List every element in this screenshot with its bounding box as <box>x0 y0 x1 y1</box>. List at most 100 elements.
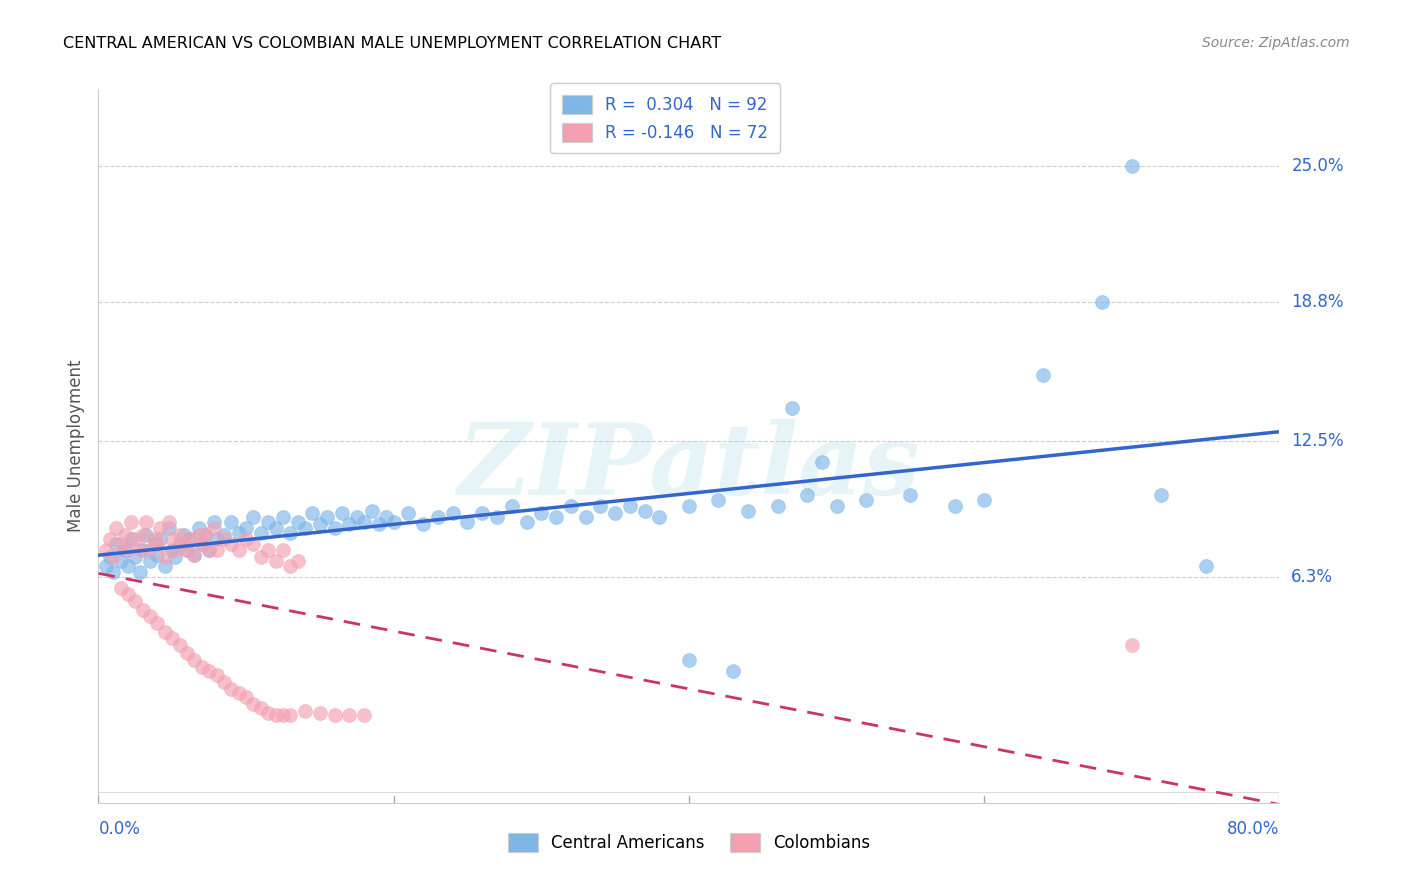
Point <box>1032 368 1054 382</box>
Point <box>339 708 361 723</box>
Point <box>103 549 125 564</box>
Point <box>782 401 804 415</box>
Point <box>169 537 191 551</box>
Point <box>339 516 361 531</box>
Point <box>157 521 180 535</box>
Point <box>176 647 198 661</box>
Point <box>323 521 346 535</box>
Point <box>634 504 657 518</box>
Point <box>98 533 121 547</box>
Text: Source: ZipAtlas.com: Source: ZipAtlas.com <box>1202 36 1350 50</box>
Point <box>973 492 995 507</box>
Point <box>146 615 169 630</box>
Point <box>228 543 250 558</box>
Point <box>153 558 176 573</box>
Point <box>114 543 136 558</box>
Text: 18.8%: 18.8% <box>1291 293 1344 311</box>
Point <box>120 515 142 529</box>
Point <box>183 548 205 562</box>
Point <box>316 510 339 524</box>
Point <box>205 543 228 558</box>
Point <box>114 528 136 542</box>
Point <box>471 506 494 520</box>
Point <box>212 528 235 542</box>
Point <box>280 525 302 540</box>
Point <box>132 602 155 616</box>
Text: 12.5%: 12.5% <box>1291 432 1344 450</box>
Text: 80.0%: 80.0% <box>1227 821 1279 838</box>
Point <box>194 528 217 542</box>
Point <box>221 537 243 551</box>
Point <box>198 664 221 678</box>
Point <box>149 533 172 547</box>
Point <box>360 504 382 518</box>
Point <box>169 528 191 542</box>
Point <box>205 533 228 547</box>
Point <box>165 549 187 564</box>
Point <box>146 537 169 551</box>
Point <box>309 706 332 720</box>
Point <box>486 510 509 524</box>
Point <box>183 653 205 667</box>
Point <box>707 492 730 507</box>
Point <box>501 500 523 514</box>
Point <box>228 686 250 700</box>
Point <box>855 492 877 507</box>
Point <box>187 521 209 535</box>
Point <box>135 515 157 529</box>
Point <box>412 516 434 531</box>
Point <box>943 500 966 514</box>
Y-axis label: Male Unemployment: Male Unemployment <box>66 359 84 533</box>
Point <box>228 525 250 540</box>
Point <box>1121 638 1143 652</box>
Point <box>110 581 132 595</box>
Point <box>648 510 671 524</box>
Point <box>323 708 346 723</box>
Point <box>723 664 745 678</box>
Point <box>153 624 176 639</box>
Point <box>619 500 641 514</box>
Point <box>257 515 280 529</box>
Point <box>221 681 243 696</box>
Point <box>575 510 598 524</box>
Point <box>235 521 257 535</box>
Point <box>287 554 309 568</box>
Point <box>1150 488 1173 502</box>
Point <box>179 533 201 547</box>
Point <box>162 533 183 547</box>
Point <box>198 543 221 558</box>
Point <box>1195 558 1218 573</box>
Point <box>353 515 375 529</box>
Point <box>139 609 162 624</box>
Point <box>117 587 139 601</box>
Point <box>271 510 294 524</box>
Point <box>117 558 139 573</box>
Point <box>766 500 789 514</box>
Point <box>124 549 146 564</box>
Point <box>441 506 464 520</box>
Point <box>810 455 832 469</box>
Point <box>202 515 225 529</box>
Point <box>103 566 125 580</box>
Point <box>205 668 228 682</box>
Point <box>135 528 157 542</box>
Point <box>264 521 287 535</box>
Point <box>294 521 316 535</box>
Point <box>280 708 302 723</box>
Point <box>235 533 257 547</box>
Point <box>128 566 150 580</box>
Point <box>375 510 398 524</box>
Point <box>110 537 132 551</box>
Point <box>353 708 375 723</box>
Point <box>294 704 316 718</box>
Point <box>287 515 309 529</box>
Point <box>1091 295 1114 310</box>
Point <box>191 537 214 551</box>
Point <box>900 488 922 502</box>
Point <box>212 675 235 690</box>
Point <box>212 533 235 547</box>
Point <box>153 549 176 564</box>
Point <box>162 631 183 645</box>
Point <box>264 554 287 568</box>
Point <box>1121 159 1143 173</box>
